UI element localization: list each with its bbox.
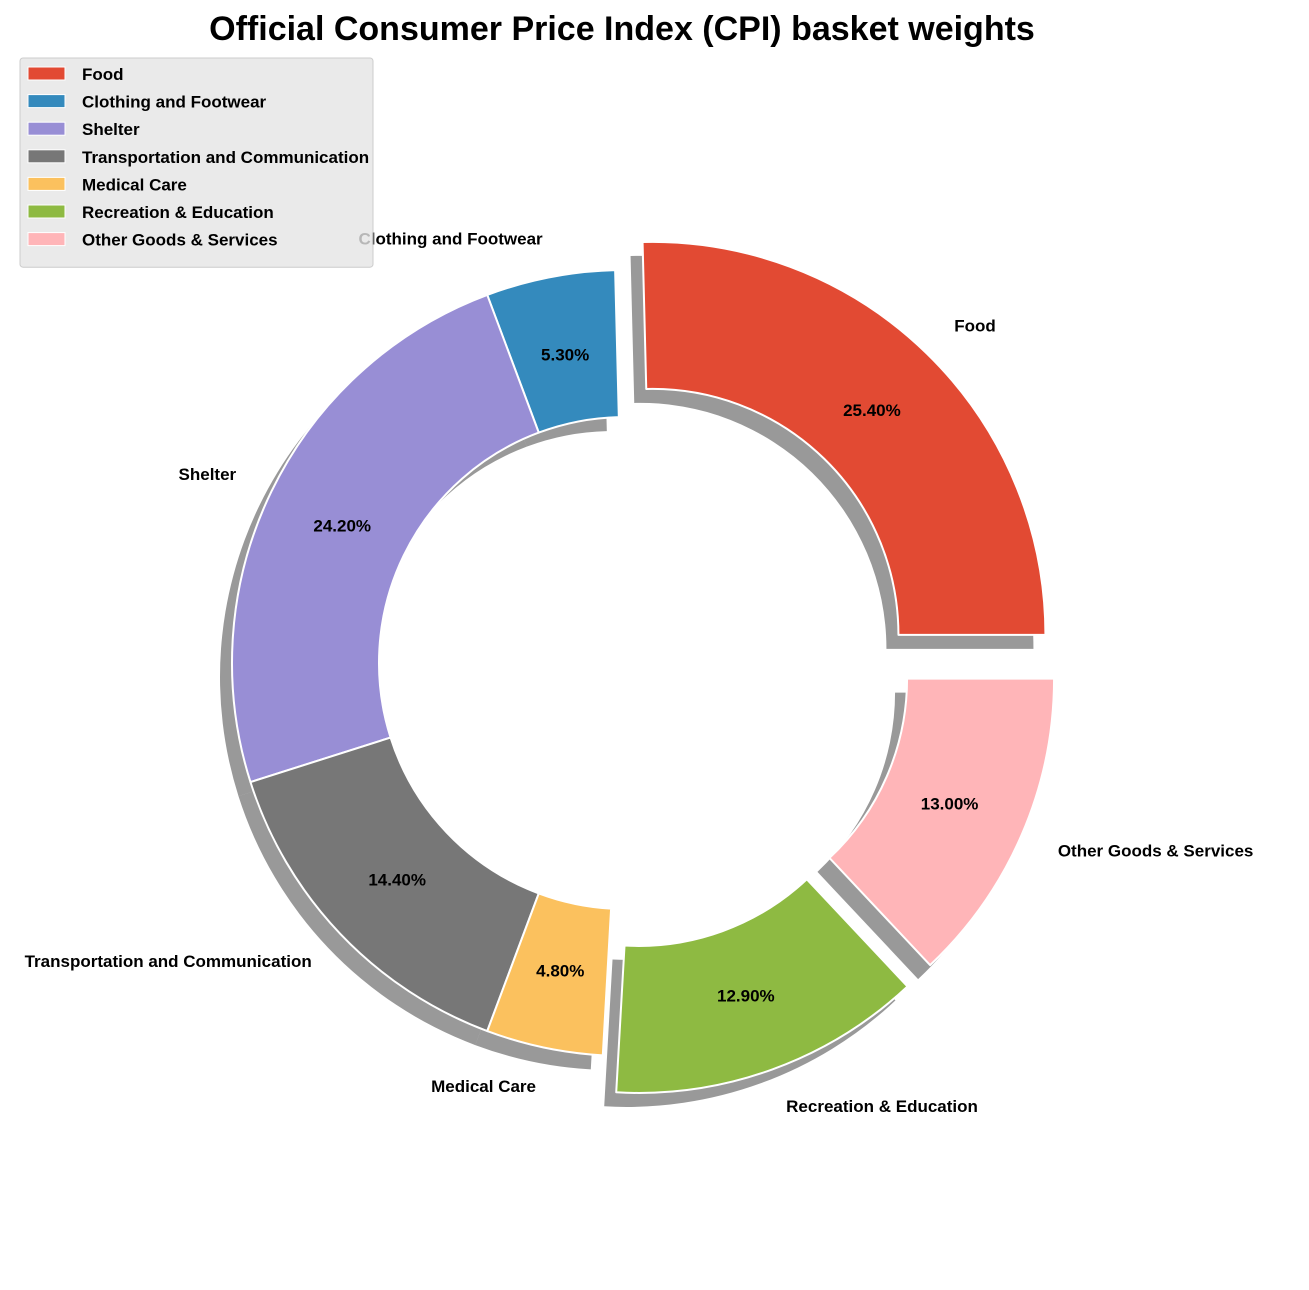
- legend-label-clothing-and-footwear: Clothing and Footwear: [82, 93, 267, 112]
- legend-label-medical-care: Medical Care: [82, 175, 187, 194]
- wedge-recreation-and-education: [615, 878, 909, 1094]
- wedge-label-food: Food: [954, 316, 996, 335]
- percent-label-transportation-and-communication: 14.40%: [368, 871, 426, 890]
- outer-labels: Food Clothing and Footwear Shelter Transpor…: [25, 230, 1254, 1117]
- legend-label-shelter: Shelter: [82, 120, 140, 139]
- legend-swatch-transportation-and-communication: [27, 149, 66, 164]
- wedge-medical-care: [486, 892, 613, 1057]
- percent-label-clothing-and-footwear: 5.30%: [541, 345, 589, 364]
- wedge-label-recreation-and-education: Recreation & Education: [786, 1097, 978, 1116]
- wedges: [231, 240, 1056, 1094]
- percent-label-food: 25.40%: [843, 401, 901, 420]
- percent-label-other-goods-and-services: 13.00%: [921, 794, 979, 813]
- wedge-label-clothing-and-footwear: Clothing and Footwear: [359, 230, 544, 249]
- legend-swatch-clothing-and-footwear: [27, 94, 66, 109]
- wedge-label-shelter: Shelter: [179, 465, 237, 484]
- wedge-label-medical-care: Medical Care: [431, 1077, 536, 1096]
- percent-labels: 25.40% 5.30% 24.20% 14.40% 4.80% 12.90% 13.00%: [313, 345, 978, 1005]
- percent-label-recreation-and-education: 12.90%: [717, 986, 775, 1005]
- legend-swatch-recreation-and-education: [27, 204, 66, 219]
- chart-title: Official Consumer Price Index (CPI) bask…: [209, 10, 1035, 48]
- legend-label-recreation-and-education: Recreation & Education: [82, 203, 274, 222]
- legend: Food Clothing and Footwear Shelter Transpor…: [19, 57, 374, 268]
- wedge-other-goods-and-services: [828, 677, 1056, 967]
- legend-swatch-shelter: [27, 121, 66, 136]
- wedge-label-transportation-and-communication: Transportation and Communication: [25, 952, 312, 971]
- percent-label-medical-care: 4.80%: [536, 962, 584, 981]
- wedge-label-other-goods-and-services: Other Goods & Services: [1058, 841, 1254, 860]
- legend-swatch-other-goods-and-services: [27, 232, 66, 247]
- legend-label-food: Food: [82, 65, 124, 84]
- legend-swatch-food: [27, 66, 66, 81]
- wedge-food: [641, 240, 1047, 636]
- wedge-shelter: [231, 293, 540, 784]
- legend-frame: [19, 57, 374, 268]
- legend-label-transportation-and-communication: Transportation and Communication: [82, 148, 369, 167]
- legend-swatch-medical-care: [27, 176, 66, 191]
- percent-label-shelter: 24.20%: [313, 517, 371, 536]
- legend-label-other-goods-and-services: Other Goods & Services: [82, 231, 278, 250]
